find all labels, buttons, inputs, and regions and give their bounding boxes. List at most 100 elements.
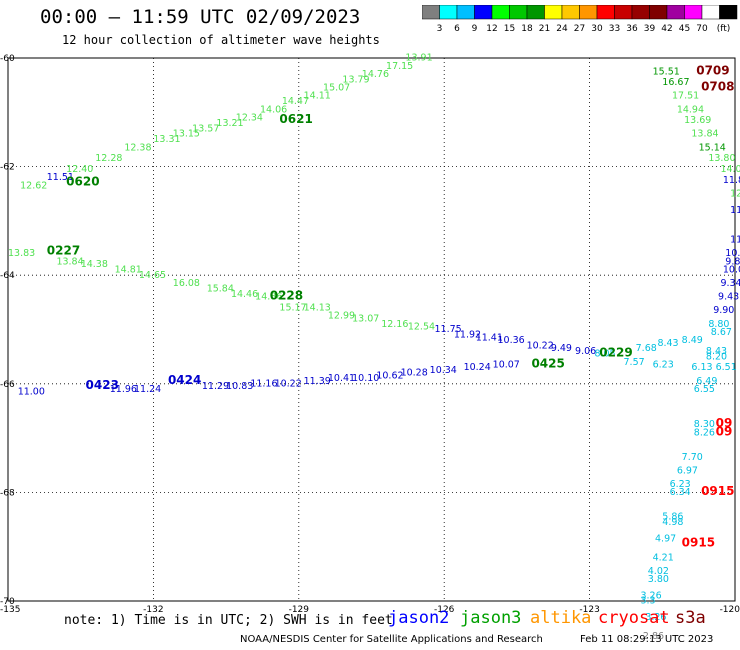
wave-height-value: 10.07 bbox=[493, 360, 520, 371]
legend-cryosat: cryosat bbox=[598, 608, 670, 628]
wave-height-value: 14.03 bbox=[720, 164, 740, 175]
legend-s3a: s3a bbox=[675, 608, 706, 628]
wave-height-value: 13.57 bbox=[192, 123, 219, 134]
wave-height-value: 10.22 bbox=[275, 379, 302, 390]
color-scale-tick-label: 15 bbox=[504, 24, 515, 34]
wave-height-value: 6.49 bbox=[696, 376, 717, 387]
wave-height-value: 14.86 bbox=[255, 292, 282, 303]
wave-height-value: 12.54 bbox=[408, 322, 435, 333]
wave-height-value: 8.43 bbox=[657, 338, 678, 349]
wave-height-value: 8.20 bbox=[706, 351, 727, 362]
wave-height-value: 13.15 bbox=[173, 129, 200, 140]
wave-height-value: 13.80 bbox=[708, 153, 735, 164]
wave-height-value: 6.51 bbox=[716, 362, 737, 373]
track-time-label: 0915 bbox=[701, 484, 734, 498]
latitude-tick-label: -70 bbox=[0, 597, 15, 607]
latitude-tick-label: -68 bbox=[0, 488, 15, 498]
color-swatch bbox=[719, 5, 738, 20]
wave-height-value: 14.46 bbox=[231, 289, 258, 300]
color-scale-unit: (ft) bbox=[717, 24, 731, 34]
wave-height-value: 4.02 bbox=[648, 566, 669, 577]
wave-height-value: 9.90 bbox=[713, 305, 734, 316]
wave-height-value: 5.86 bbox=[662, 512, 683, 523]
wave-height-value: 15.14 bbox=[699, 142, 726, 153]
wave-height-value: 11.75 bbox=[435, 324, 462, 335]
track-time-label: 0709 bbox=[696, 63, 729, 77]
wave-height-value: 6.23 bbox=[653, 360, 674, 371]
footer-note: note: 1) Time is in UTC; 2) SWH is in fe… bbox=[64, 613, 393, 628]
wave-height-value: 14.47 bbox=[282, 96, 309, 107]
latitude-tick-label: -60 bbox=[0, 54, 15, 64]
color-scale-tick-label: 45 bbox=[679, 24, 690, 34]
longitude-tick-label: -129 bbox=[289, 605, 310, 615]
track-time-label: 0621 bbox=[279, 112, 312, 126]
color-scale-tick-label: 3 bbox=[437, 24, 443, 34]
wave-height-value: 6.55 bbox=[694, 384, 715, 395]
wave-height-value: 12.3 bbox=[730, 188, 740, 199]
wave-height-value: 9.8 bbox=[725, 256, 740, 267]
wave-height-value: 14.06 bbox=[260, 104, 287, 115]
wave-height-value: 6.23 bbox=[670, 479, 691, 490]
wave-height-value: 15.84 bbox=[207, 283, 234, 294]
wave-height-value: 11 bbox=[730, 205, 740, 216]
color-scale-tick-label: 27 bbox=[574, 24, 585, 34]
color-scale-tick-label: 6 bbox=[454, 24, 460, 34]
color-scale-tick-label: 42 bbox=[661, 24, 672, 34]
wave-height-value: 10.41 bbox=[328, 373, 355, 384]
wave-height-value: 16.08 bbox=[173, 278, 200, 289]
page-subtitle: 12 hour collection of altimeter wave hei… bbox=[62, 33, 380, 47]
longitude-tick-label: -135 bbox=[0, 605, 20, 615]
map-frame bbox=[7, 57, 736, 602]
track-time-label: 0423 bbox=[86, 378, 119, 392]
longitude-tick-label: -123 bbox=[579, 605, 599, 615]
legend-jason2: jason2 bbox=[388, 608, 450, 628]
latitude-tick-label: -62 bbox=[0, 163, 15, 173]
wave-height-value: 3.26 bbox=[645, 612, 666, 623]
wave-height-value: 11.51 bbox=[47, 172, 74, 183]
wave-height-value: 13.31 bbox=[153, 134, 180, 145]
wave-height-value: 11.24 bbox=[134, 384, 161, 395]
color-scale-tick-label: 33 bbox=[609, 24, 620, 34]
wave-height-value: 15.17 bbox=[279, 302, 306, 313]
wave-height-value: 13.79 bbox=[342, 74, 369, 85]
wave-height-value: 11.87 bbox=[723, 175, 740, 186]
track-time-label: 0425 bbox=[531, 357, 564, 371]
wave-height-value: 12.28 bbox=[95, 153, 122, 164]
wave-height-value: 6.97 bbox=[677, 465, 698, 476]
wave-height-value: 10.10 bbox=[352, 373, 379, 384]
wave-height-value: 8.26 bbox=[694, 427, 715, 438]
wave-height-value: 8.67 bbox=[711, 327, 732, 338]
wave-height-value: 14.11 bbox=[304, 91, 331, 102]
track-time-label: 0620 bbox=[66, 175, 99, 189]
longitude-tick-label: -126 bbox=[434, 605, 455, 615]
wave-height-value: 8.43 bbox=[706, 346, 727, 357]
wave-height-value: 9.49 bbox=[551, 343, 572, 354]
legend-jason3: jason3 bbox=[460, 608, 522, 628]
wave-height-value: 8.49 bbox=[682, 335, 703, 346]
wave-height-value: 11.41 bbox=[476, 332, 503, 343]
wave-height-value: 17.51 bbox=[672, 91, 699, 102]
longitude-tick-label: -120 bbox=[720, 605, 740, 615]
track-time-label: 0424 bbox=[168, 373, 201, 387]
wave-height-value: 12.40 bbox=[66, 164, 93, 175]
wave-height-value: 11.29 bbox=[202, 381, 229, 392]
wave-height-value: 10.0 bbox=[723, 264, 740, 275]
wave-height-value: 10.83 bbox=[226, 381, 253, 392]
wave-height-value: 15.51 bbox=[653, 66, 680, 77]
credit-line: NOAA/NESDIS Center for Satellite Applica… bbox=[240, 634, 543, 645]
color-scale-tick-label: 21 bbox=[539, 24, 550, 34]
longitude-tick-label: -132 bbox=[143, 605, 163, 615]
wave-height-value: 17.15 bbox=[386, 61, 413, 72]
wave-height-value: 14.94 bbox=[677, 104, 704, 115]
track-time-label: 09 bbox=[716, 424, 733, 438]
wave-height-value: 13.07 bbox=[352, 313, 379, 324]
generated-timestamp: Feb 11 08:29:13 UTC 2023 bbox=[580, 634, 714, 645]
wave-height-value: 8.30 bbox=[694, 419, 715, 430]
wave-height-value: 11.92 bbox=[454, 330, 481, 341]
wave-height-value: 14.38 bbox=[81, 259, 108, 270]
wave-height-value: 2.86 bbox=[643, 631, 664, 642]
wave-height-value: 12.62 bbox=[20, 180, 47, 191]
wave-height-value: 10.34 bbox=[430, 365, 457, 376]
color-scale-tick-label: 24 bbox=[556, 24, 568, 34]
